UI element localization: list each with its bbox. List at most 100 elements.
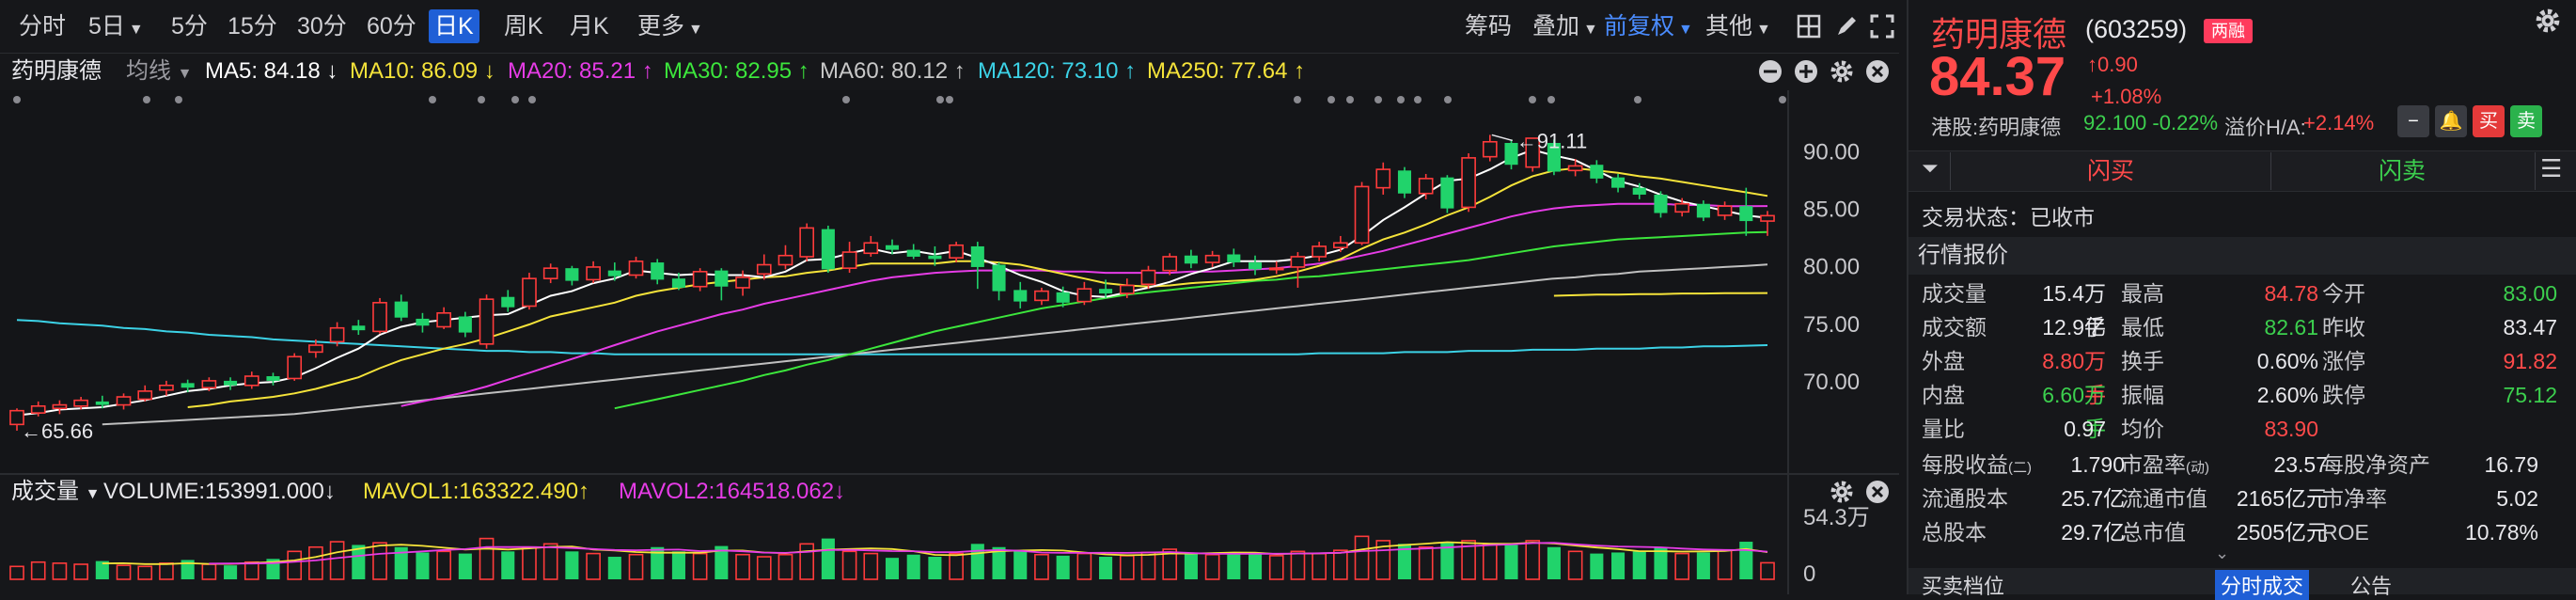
volume-indicator-selector[interactable]: 成交量 ▼: [11, 473, 101, 511]
volume-bar-up: [1418, 545, 1434, 580]
tab-announcements[interactable]: 公告: [2350, 575, 2393, 598]
period-tab-monthly[interactable]: 月K: [570, 13, 609, 39]
fundamental-value: 2505亿元: [2236, 520, 2328, 545]
candle-body-up: [436, 312, 451, 328]
volume-bar-down: [1739, 542, 1753, 579]
draw-pen-icon[interactable]: [1833, 13, 1860, 39]
volume-bar-down: [1056, 555, 1070, 579]
volume-bar-up: [1567, 550, 1583, 580]
bell-icon[interactable]: 🔔: [2435, 105, 2467, 137]
volume-bar-up: [949, 552, 964, 580]
volume-bar-up: [1204, 553, 1220, 580]
period-tab-intraday[interactable]: 分时: [19, 13, 67, 39]
volume-bar-up: [1312, 552, 1327, 580]
volume-bar-down: [1184, 553, 1198, 579]
period-tab-more[interactable]: 更多 ▼: [632, 9, 709, 43]
quote-label: 跌停: [2322, 383, 2365, 407]
period-tab-weekly[interactable]: 周K: [504, 13, 543, 39]
event-marker-dot: [1374, 96, 1382, 103]
fundamental-value: 5.02: [2496, 486, 2538, 511]
volume-bar-up: [436, 550, 451, 580]
volume-bar-down: [1547, 546, 1561, 579]
chevron-down-icon: ▼: [85, 486, 101, 502]
grid-layout-icon[interactable]: [1796, 13, 1822, 39]
hk-stock-label[interactable]: 港股:药明康德: [1931, 116, 2062, 139]
quote-value: 83.90: [2264, 417, 2318, 441]
sell-button[interactable]: 卖: [2510, 105, 2542, 137]
event-marker-dot: [842, 96, 850, 103]
fullscreen-icon[interactable]: [1869, 13, 1895, 39]
candle-body-down: [1504, 142, 1518, 166]
price-change-pct: +1.08%: [2091, 85, 2162, 108]
period-tab-5min[interactable]: 5分: [171, 13, 208, 39]
other-button[interactable]: 其他 ▼: [1700, 9, 1777, 43]
close-circle-icon[interactable]: [1865, 59, 1890, 84]
period-tab-60min[interactable]: 60分: [367, 13, 416, 39]
volume-bar-down: [224, 565, 238, 579]
gear-icon[interactable]: [1830, 480, 1854, 504]
candle-body-up: [159, 384, 174, 391]
ma250-line: [1553, 292, 1768, 297]
tab-order-book[interactable]: 买卖档位: [1922, 575, 2005, 598]
kline-chart-area[interactable]: 90.00 85.00 80.00 75.00 70.00 ←91.11 ←65.66 5…: [0, 90, 1899, 594]
overlay-button[interactable]: 叠加 ▼: [1527, 9, 1604, 43]
period-tab-30min[interactable]: 30分: [297, 13, 347, 39]
candle-body-up: [52, 403, 68, 410]
gear-icon[interactable]: [2535, 8, 2561, 34]
period-tab-5day[interactable]: 5日 ▼: [83, 9, 149, 43]
flash-sell-button[interactable]: 闪卖: [2270, 152, 2536, 190]
volume-bar-up: [799, 543, 815, 580]
candle-body-up: [1717, 205, 1733, 216]
collapse-icon[interactable]: ⏷: [1922, 156, 1939, 180]
minus-circle-icon[interactable]: [1758, 59, 1783, 84]
candle-body-down: [224, 380, 238, 386]
price-chart[interactable]: 90.00 85.00 80.00 75.00 70.00 ←91.11 ←65.66 5…: [0, 90, 1899, 594]
period-tab-15min[interactable]: 15分: [228, 13, 277, 39]
volume-bar-down: [970, 544, 984, 579]
adjust-forward-button[interactable]: 前复权 ▼: [1598, 9, 1699, 43]
quote-panel: 药明康德 (603259) 两融 84.37 ↑0.90 +1.08% 港股:药…: [1907, 0, 2576, 600]
volume-bar-down: [1248, 553, 1263, 579]
candle-body-down: [1440, 177, 1454, 209]
candle-body-up: [1461, 157, 1476, 209]
candle-body-up: [1482, 140, 1498, 158]
ma-mode-selector[interactable]: 均线 ▼: [126, 53, 193, 90]
chips-button[interactable]: 筹码: [1465, 13, 1513, 39]
menu-icon[interactable]: ☰: [2540, 154, 2563, 182]
mavol1-line: [102, 541, 1768, 565]
candle-body-up: [137, 390, 153, 401]
candle-body-up: [1418, 178, 1434, 195]
fundamental-value: 29.7亿: [2061, 520, 2125, 545]
quote-value: 82.61: [2264, 315, 2318, 339]
event-marker-dot: [511, 96, 519, 103]
volume-bar-down: [1632, 551, 1646, 579]
volume-bar-up: [1119, 555, 1135, 580]
buy-button[interactable]: 买: [2473, 105, 2505, 137]
volume-bar-up: [243, 561, 259, 580]
period-tab-daily[interactable]: 日K: [429, 9, 479, 43]
close-circle-icon[interactable]: [1865, 480, 1890, 504]
plus-circle-icon[interactable]: [1794, 59, 1818, 84]
quote-value: 15.4万手: [2042, 281, 2106, 339]
candle-body-down: [394, 301, 408, 318]
candle-body-up: [1162, 256, 1178, 272]
event-marker-dot: [13, 96, 21, 103]
candle-body-down: [1611, 177, 1626, 188]
flash-buy-button[interactable]: 闪买: [1950, 152, 2271, 190]
event-marker-dot: [175, 96, 182, 103]
volume-bar-up: [73, 563, 88, 580]
volume-bar-down: [1099, 557, 1113, 579]
chevron-down-icon[interactable]: ⌄: [2215, 544, 2230, 562]
quote-value: 75.12: [2503, 383, 2557, 407]
ma60-value: MA60: 80.12 ↑: [820, 58, 966, 84]
gear-icon[interactable]: [1830, 59, 1854, 84]
minus-button[interactable]: −: [2397, 105, 2429, 137]
max-price-pointer: [1491, 134, 1514, 142]
volume-bar-down: [458, 553, 472, 579]
quote-label: 涨停: [2322, 349, 2365, 373]
event-marker-dot: [1547, 96, 1555, 103]
tab-tick-trades[interactable]: 分时成交: [2215, 570, 2310, 600]
quote-label: 成交量: [1922, 281, 1987, 306]
candle-body-up: [1034, 290, 1049, 302]
quote-label: 最低: [2121, 315, 2164, 339]
